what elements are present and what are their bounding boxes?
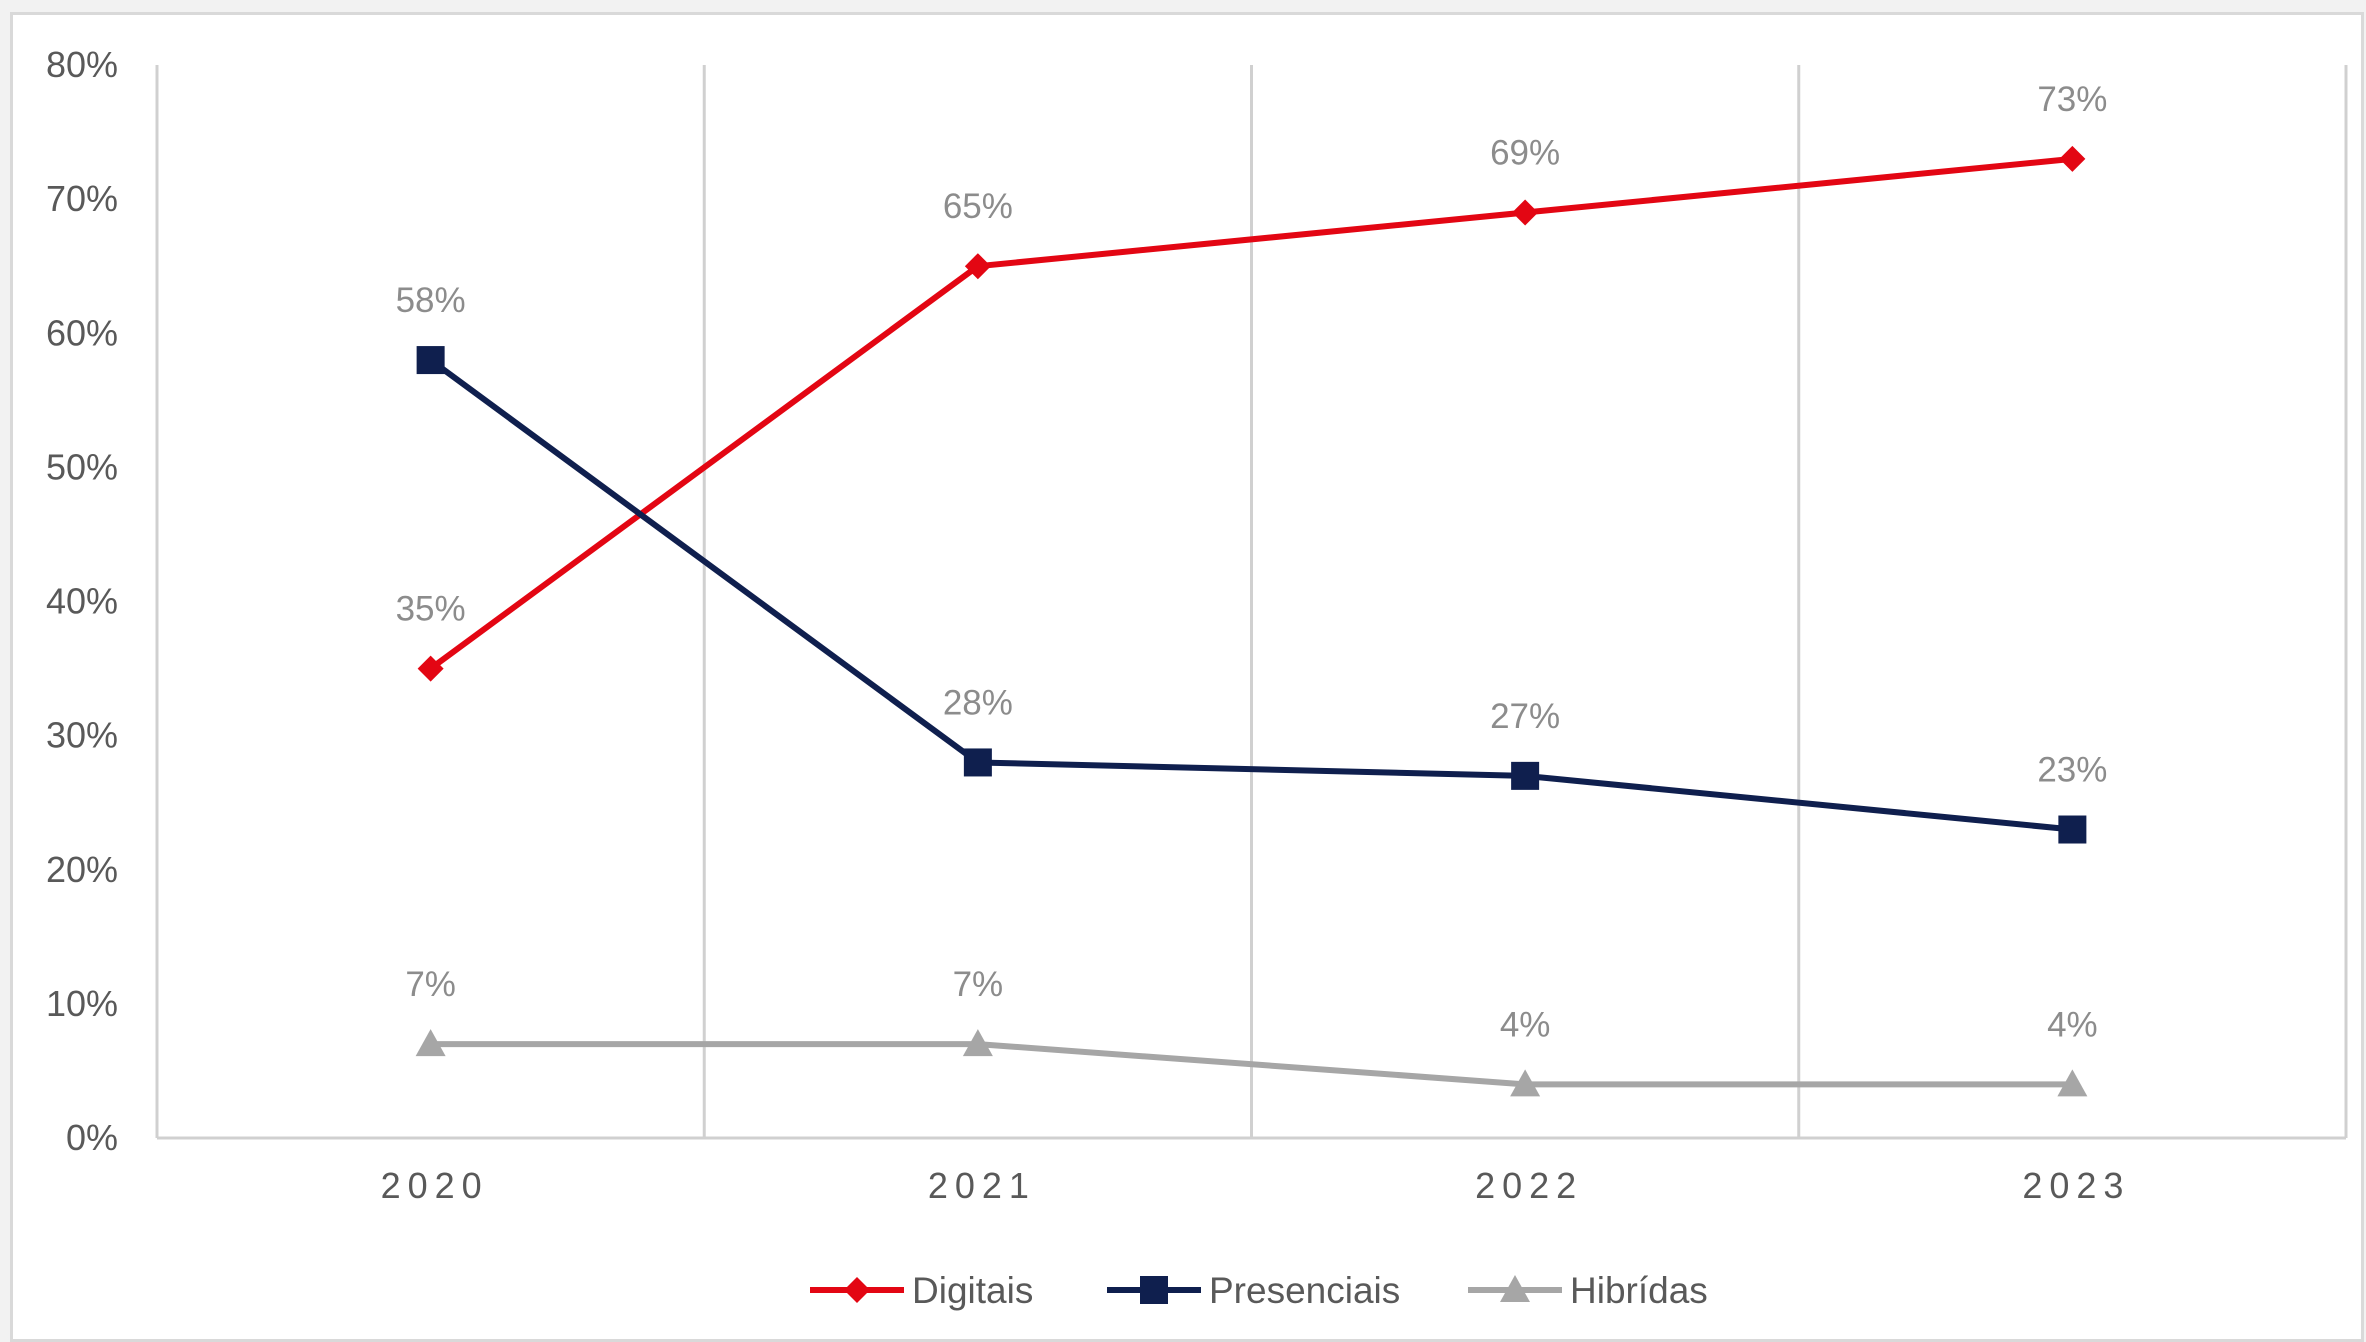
y-tick-label: 80% (46, 44, 118, 85)
data-label-digitais: 65% (943, 187, 1013, 226)
series-line-hibridas (430, 1041, 2073, 1088)
data-label-hibridas: 7% (405, 965, 456, 1004)
series-line-presenciais (428, 357, 2073, 833)
y-tick-label: 0% (66, 1117, 118, 1158)
grid-lines (702, 65, 1801, 1138)
y-tick-label: 40% (46, 581, 118, 622)
data-point-hibridas (2057, 1069, 2088, 1097)
axes: 0% 10% 20% 30% 40% 50% 60% 70% 80% 2020 2021 2022 20… (46, 44, 2348, 1206)
y-tick-label: 30% (46, 715, 118, 756)
legend-marker-presenciais (1140, 1276, 1168, 1304)
y-tick-label: 60% (46, 312, 118, 353)
x-tick-label: 2022 (1475, 1165, 1583, 1206)
data-point-digitais (417, 655, 444, 682)
y-tick-label: 10% (46, 983, 118, 1024)
data-label-hibridas: 4% (1500, 1005, 1551, 1044)
series-lines (415, 145, 2088, 1097)
data-label-hibridas: 7% (953, 965, 1004, 1004)
data-label-presenciais: 23% (2037, 751, 2107, 790)
data-label-presenciais: 58% (396, 281, 466, 320)
x-tick-label: 2020 (381, 1165, 489, 1206)
legend-label-hibridas: Hibrídas (1570, 1270, 1708, 1311)
data-label-digitais: 69% (1490, 134, 1560, 173)
data-point-digitais (1512, 199, 1539, 226)
data-label-presenciais: 27% (1490, 697, 1560, 736)
data-point-hibridas (962, 1029, 993, 1057)
data-labels: 35% 65% 69% 73% 58% 28% 27% 23% 7% 7% 4% 4% (396, 80, 2108, 1044)
data-label-digitais: 73% (2037, 80, 2107, 119)
data-point-hibridas (415, 1029, 446, 1057)
data-point-presenciais (1511, 761, 1540, 790)
chart-frame (10, 12, 2364, 1342)
y-tick-label: 50% (46, 446, 118, 487)
data-point-presenciais (416, 346, 445, 375)
data-point-presenciais (963, 748, 992, 777)
data-point-digitais (964, 253, 991, 280)
legend: Digitais Presenciais Hibrídas (810, 1270, 1708, 1311)
data-label-presenciais: 28% (943, 683, 1013, 722)
x-tick-label: 2021 (928, 1165, 1036, 1206)
data-point-digitais (2059, 145, 2086, 172)
series-line-digitais (428, 155, 2073, 671)
data-label-hibridas: 4% (2047, 1005, 2098, 1044)
y-tick-label: 20% (46, 849, 118, 890)
data-point-presenciais (2058, 815, 2087, 844)
legend-marker-hibridas (1500, 1275, 1530, 1302)
y-tick-label: 70% (46, 178, 118, 219)
legend-marker-digitais (844, 1277, 870, 1303)
x-tick-label: 2023 (2022, 1165, 2130, 1206)
legend-label-digitais: Digitais (912, 1270, 1033, 1311)
data-point-hibridas (1510, 1069, 1541, 1097)
data-label-digitais: 35% (396, 590, 466, 629)
legend-label-presenciais: Presenciais (1209, 1270, 1400, 1311)
